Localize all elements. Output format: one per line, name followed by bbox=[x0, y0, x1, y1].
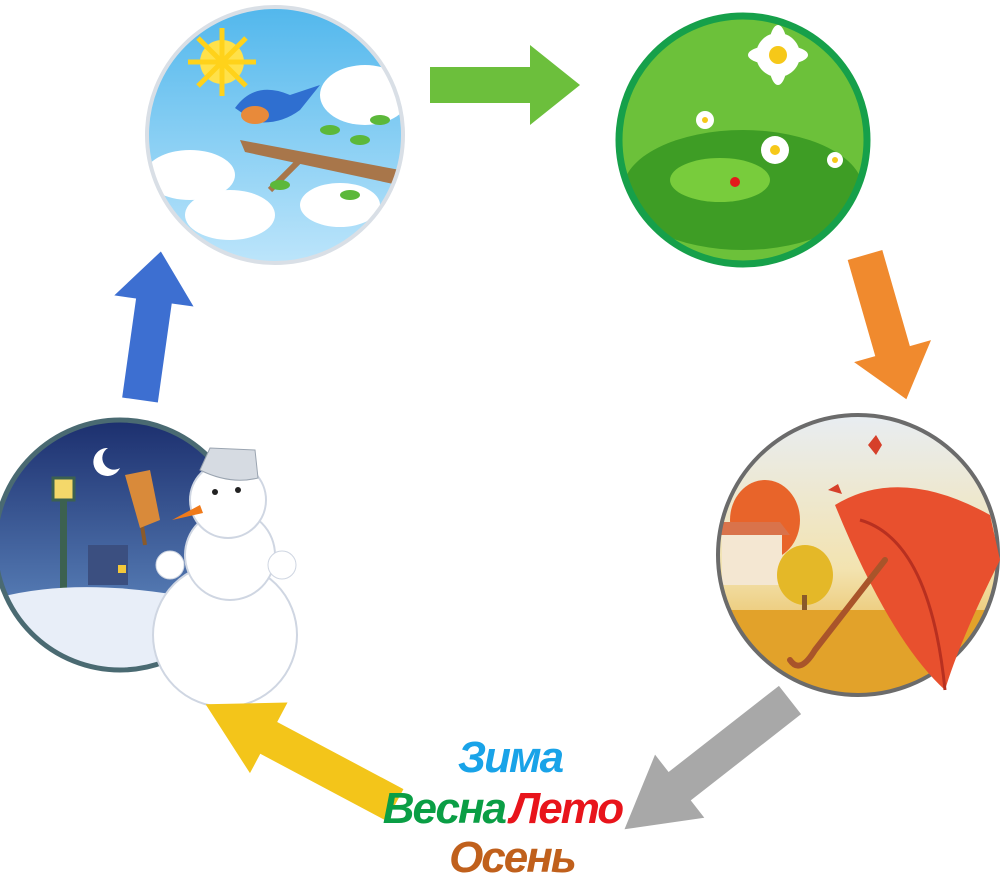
winter-picture bbox=[0, 420, 297, 707]
arrow bbox=[100, 246, 200, 406]
arrow bbox=[600, 668, 815, 860]
autumn-picture bbox=[718, 415, 1000, 700]
spring-picture bbox=[140, 0, 410, 270]
arrow bbox=[827, 244, 945, 410]
season-word: Весна bbox=[383, 784, 507, 833]
season-word: Лето bbox=[507, 784, 623, 833]
summer-picture bbox=[615, 10, 875, 270]
season-word: Осень bbox=[449, 833, 575, 874]
season-word: Зима bbox=[458, 733, 564, 782]
arrow bbox=[430, 45, 580, 125]
seasons-diagram: Зима Весна Лето Осень bbox=[0, 0, 1001, 874]
